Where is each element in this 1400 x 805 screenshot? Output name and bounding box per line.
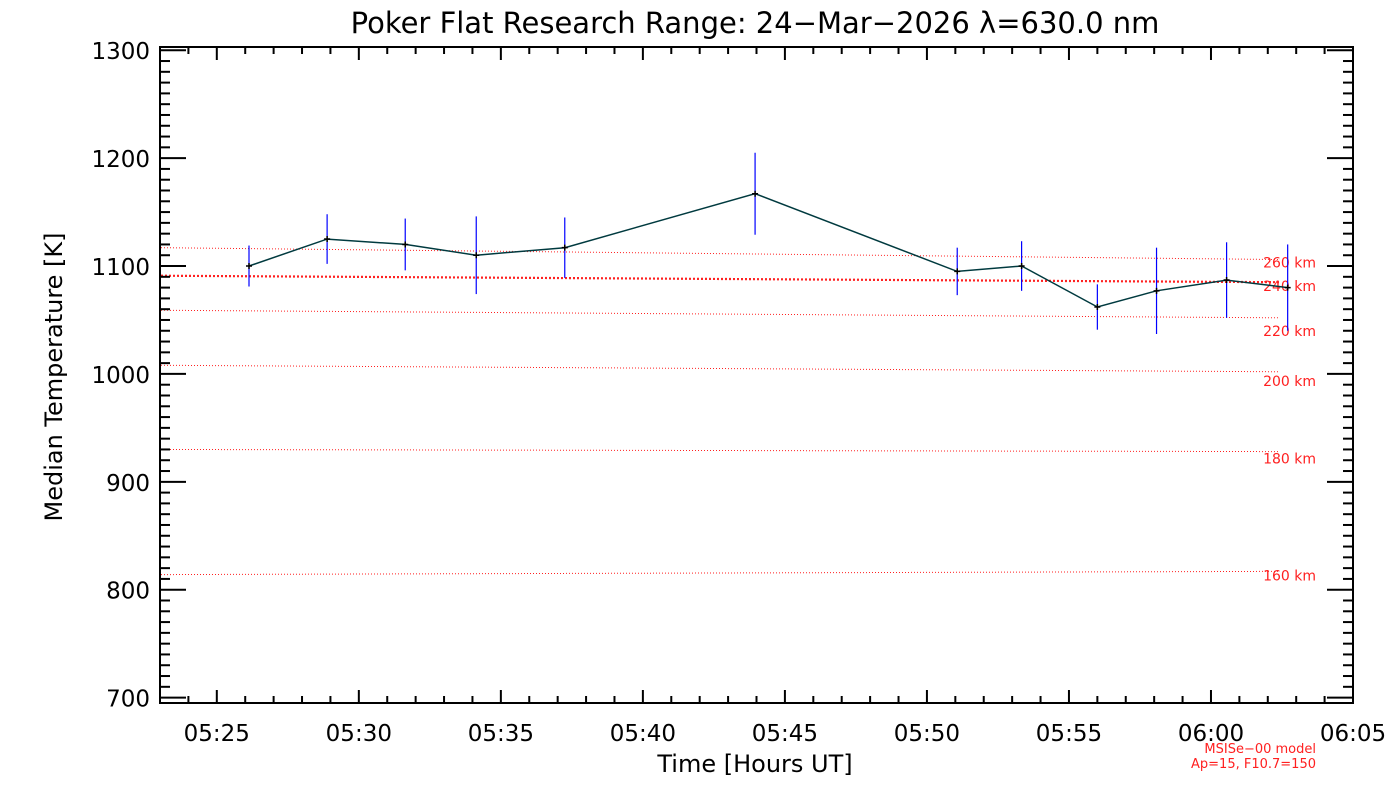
x-tick-label: 05:40 bbox=[610, 721, 676, 747]
model-curve-240km bbox=[160, 274, 1281, 284]
series-line bbox=[248, 192, 1288, 308]
x-tick-label: 05:50 bbox=[894, 721, 960, 747]
x-tick-label: 05:55 bbox=[1036, 721, 1102, 747]
chart-title: Poker Flat Research Range: 24−Mar−2026 λ… bbox=[351, 6, 1160, 40]
data-point bbox=[561, 244, 568, 251]
model-label-200km: 200 km bbox=[1263, 374, 1316, 390]
x-tick-label: 05:30 bbox=[326, 721, 392, 747]
x-tick-label: 05:35 bbox=[468, 721, 534, 747]
model-label-220km: 220 km bbox=[1263, 324, 1316, 340]
x-tick-label: 05:45 bbox=[752, 721, 818, 747]
data-series bbox=[246, 152, 1291, 334]
x-tick-label: 05:25 bbox=[184, 721, 250, 747]
data-point bbox=[1018, 263, 1025, 270]
model-note-line-1: MSISe−00 model bbox=[1204, 742, 1316, 757]
data-point bbox=[1223, 277, 1230, 284]
data-point bbox=[752, 190, 759, 197]
data-point bbox=[324, 236, 331, 243]
model-curve-180km bbox=[160, 448, 1281, 453]
x-tick-label: 06:05 bbox=[1320, 721, 1386, 747]
model-note-line-2: Ap=15, F10.7=150 bbox=[1191, 757, 1316, 772]
data-point bbox=[1284, 284, 1291, 291]
data-point bbox=[1153, 287, 1160, 294]
model-label-160km: 160 km bbox=[1263, 568, 1316, 584]
axes: 05:25 05:30 05:35 05:40 05:45 05:50 05:55 06:00… bbox=[91, 39, 1386, 747]
model-curve-260km bbox=[160, 247, 1281, 261]
y-axis-label: Median Temperature [K] bbox=[40, 232, 68, 521]
x-tick-label: 06:00 bbox=[1178, 721, 1244, 747]
data-point bbox=[246, 263, 253, 270]
model-label-180km: 180 km bbox=[1263, 452, 1316, 468]
y-tick-label: 700 bbox=[106, 687, 150, 713]
model-curve-160km bbox=[160, 570, 1281, 576]
model-label-260km: 260 km bbox=[1263, 256, 1316, 272]
y-tick-label: 1300 bbox=[91, 39, 150, 65]
x-axis-label: Time [Hours UT] bbox=[656, 750, 852, 778]
y-tick-label: 900 bbox=[106, 471, 150, 497]
data-point bbox=[954, 268, 961, 275]
data-point bbox=[473, 252, 480, 259]
y-tick-label: 1000 bbox=[91, 363, 150, 389]
model-curve-200km bbox=[160, 364, 1281, 373]
y-tick-label: 1100 bbox=[91, 255, 150, 281]
y-tick-label: 1200 bbox=[91, 147, 150, 173]
data-point bbox=[1094, 304, 1101, 311]
y-tick-label: 800 bbox=[106, 579, 150, 605]
data-point bbox=[402, 241, 409, 248]
model-curve-220km bbox=[160, 309, 1281, 319]
